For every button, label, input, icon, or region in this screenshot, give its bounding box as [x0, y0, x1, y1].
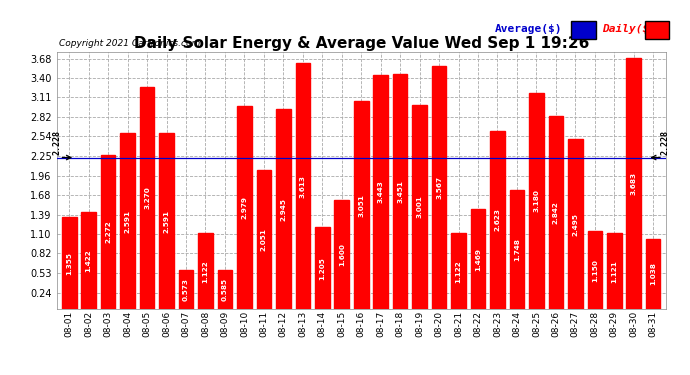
- Bar: [217, 270, 233, 309]
- Text: 1.355: 1.355: [66, 252, 72, 275]
- Text: 1.205: 1.205: [319, 257, 325, 280]
- Bar: [646, 238, 660, 309]
- Bar: [568, 140, 582, 309]
- Text: 1.122: 1.122: [455, 260, 462, 282]
- Bar: [257, 170, 271, 309]
- Bar: [354, 101, 368, 309]
- Bar: [101, 154, 115, 309]
- Text: 2.228: 2.228: [661, 130, 670, 156]
- Text: 2.591: 2.591: [164, 210, 170, 232]
- Text: 2.623: 2.623: [495, 209, 500, 231]
- FancyBboxPatch shape: [571, 21, 595, 39]
- Text: Average($): Average($): [495, 24, 563, 34]
- Text: 3.613: 3.613: [300, 175, 306, 198]
- Text: 2.945: 2.945: [280, 198, 286, 220]
- Text: 3.051: 3.051: [358, 194, 364, 217]
- Text: 3.567: 3.567: [436, 176, 442, 200]
- Bar: [179, 270, 193, 309]
- Bar: [627, 58, 641, 309]
- Bar: [120, 133, 135, 309]
- Text: Daily($): Daily($): [602, 24, 656, 34]
- Text: 0.585: 0.585: [222, 278, 228, 301]
- Bar: [490, 130, 505, 309]
- Bar: [607, 233, 622, 309]
- Text: 1.469: 1.469: [475, 248, 481, 271]
- Text: 2.051: 2.051: [261, 228, 267, 251]
- Bar: [549, 116, 563, 309]
- Text: 2.495: 2.495: [572, 213, 578, 236]
- Bar: [237, 106, 252, 309]
- Bar: [159, 133, 174, 309]
- Text: 2.842: 2.842: [553, 201, 559, 224]
- Text: 1.422: 1.422: [86, 249, 92, 272]
- Bar: [276, 109, 290, 309]
- Bar: [198, 233, 213, 309]
- Text: 2.979: 2.979: [241, 196, 248, 219]
- Bar: [295, 63, 310, 309]
- Text: 1.748: 1.748: [514, 238, 520, 261]
- Title: Daily Solar Energy & Average Value Wed Sep 1 19:26: Daily Solar Energy & Average Value Wed S…: [134, 36, 589, 51]
- Text: 2.228: 2.228: [52, 130, 61, 156]
- Text: 3.443: 3.443: [377, 181, 384, 203]
- Bar: [451, 233, 466, 309]
- Text: 1.038: 1.038: [650, 262, 656, 285]
- Text: 3.451: 3.451: [397, 180, 403, 203]
- Bar: [432, 66, 446, 309]
- Bar: [413, 105, 427, 309]
- Bar: [81, 213, 96, 309]
- Text: 1.150: 1.150: [592, 259, 598, 282]
- Bar: [529, 93, 544, 309]
- Text: 0.573: 0.573: [183, 278, 189, 301]
- Text: 2.272: 2.272: [105, 220, 111, 243]
- Text: 1.122: 1.122: [202, 260, 208, 282]
- Text: 1.121: 1.121: [611, 260, 618, 282]
- Text: 3.001: 3.001: [417, 196, 422, 219]
- Text: 1.600: 1.600: [339, 243, 345, 266]
- Bar: [373, 75, 388, 309]
- Text: 2.591: 2.591: [125, 210, 130, 232]
- Bar: [62, 217, 77, 309]
- Text: 3.270: 3.270: [144, 187, 150, 209]
- FancyBboxPatch shape: [644, 21, 669, 39]
- Bar: [587, 231, 602, 309]
- Bar: [335, 200, 349, 309]
- Bar: [471, 209, 485, 309]
- Bar: [315, 227, 330, 309]
- Bar: [510, 190, 524, 309]
- Text: Copyright 2021 Cartronics.com: Copyright 2021 Cartronics.com: [59, 39, 200, 48]
- Bar: [140, 87, 155, 309]
- Bar: [393, 74, 408, 309]
- Text: 3.683: 3.683: [631, 172, 637, 195]
- Text: 3.180: 3.180: [533, 190, 540, 213]
